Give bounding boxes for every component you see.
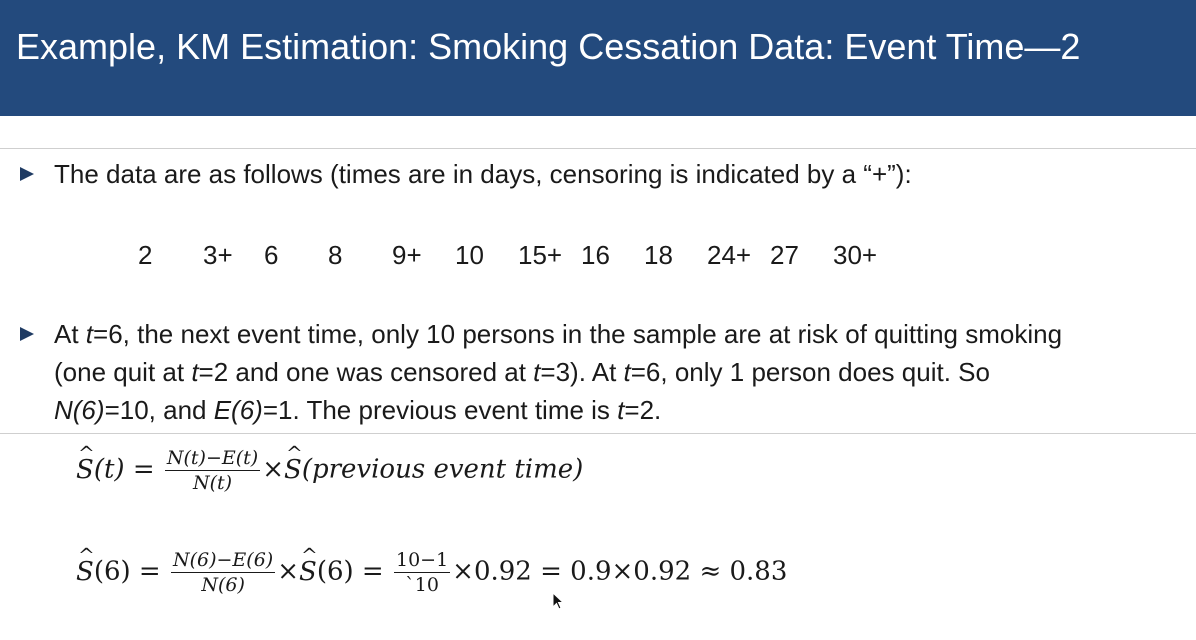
s-hat-symbol: S <box>284 441 303 485</box>
s-hat-symbol: S <box>76 441 95 485</box>
data-values-row: 2 3+ 6 8 9+ 10 15+ 16 18 24+ 27 30+ <box>0 240 1196 270</box>
bullet1-text: The data are as follows (times are in da… <box>54 159 912 189</box>
data-value: 10 <box>455 240 484 270</box>
data-value: 3+ <box>203 240 233 270</box>
fraction: N(6)−E(6) N(6) <box>170 549 276 596</box>
data-value: 30+ <box>833 240 878 270</box>
content-panel <box>0 148 1196 434</box>
data-value: 9+ <box>392 240 422 270</box>
slide-title: Example, KM Estimation: Smoking Cessatio… <box>16 26 1081 67</box>
title-bar: Example, KM Estimation: Smoking Cessatio… <box>0 0 1196 116</box>
s-hat-symbol: S <box>299 543 318 587</box>
bullet-triangle-icon <box>20 167 34 181</box>
bullet2-line2: (one quit at t=2 and one was censored at… <box>54 357 990 387</box>
data-value: 2 <box>138 240 153 270</box>
bullet2-line3: N(6)=10, and E(6)=1. The previous event … <box>54 395 662 425</box>
km-computation-formula: S(6) = N(6)−E(6) N(6) ×S(6) = 10−1 `10 ×… <box>76 543 787 597</box>
km-general-formula: S(t) = N(t)−E(t) N(t) ×S(previous event … <box>76 441 583 495</box>
mouse-cursor-icon <box>552 591 566 612</box>
s-hat-symbol: S <box>76 543 95 587</box>
data-value: 16 <box>581 240 610 270</box>
data-value: 27 <box>770 240 799 270</box>
data-value: 24+ <box>707 240 752 270</box>
bullet2-line1: At t=6, the next event time, only 10 per… <box>54 319 1063 349</box>
data-value: 18 <box>644 240 673 270</box>
bullet-triangle-icon <box>20 327 34 341</box>
data-value: 8 <box>328 240 343 270</box>
data-value: 15+ <box>518 240 563 270</box>
data-value: 6 <box>264 240 279 270</box>
fraction: N(t)−E(t) N(t) <box>164 447 261 494</box>
fraction: 10−1 `10 <box>393 549 451 596</box>
